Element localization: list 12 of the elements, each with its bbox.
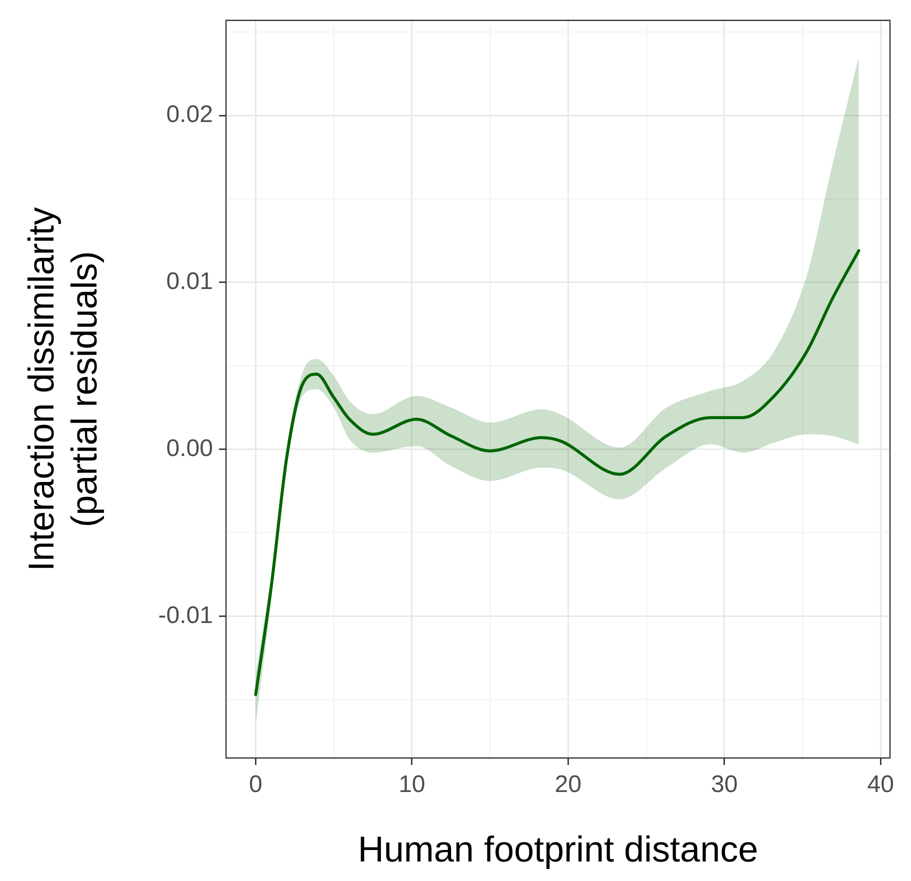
y-tick-label: 0.00 (166, 434, 213, 462)
y-tick-label: 0.02 (166, 101, 213, 128)
x-tick-label: 10 (398, 771, 426, 798)
x-axis-title: Human footprint distance (358, 828, 758, 870)
x-tick-label: 20 (554, 771, 582, 798)
x-tick-label: 30 (711, 771, 738, 798)
line-series (254, 249, 860, 696)
y-tick-label: -0.01 (158, 602, 213, 629)
y-axis-title: Interaction dissimilarity (partial residuals) (20, 207, 105, 572)
y-tick-label: 0.01 (166, 268, 213, 296)
x-tick-label: 40 (867, 771, 894, 798)
x-tick-label: 0 (249, 771, 262, 798)
